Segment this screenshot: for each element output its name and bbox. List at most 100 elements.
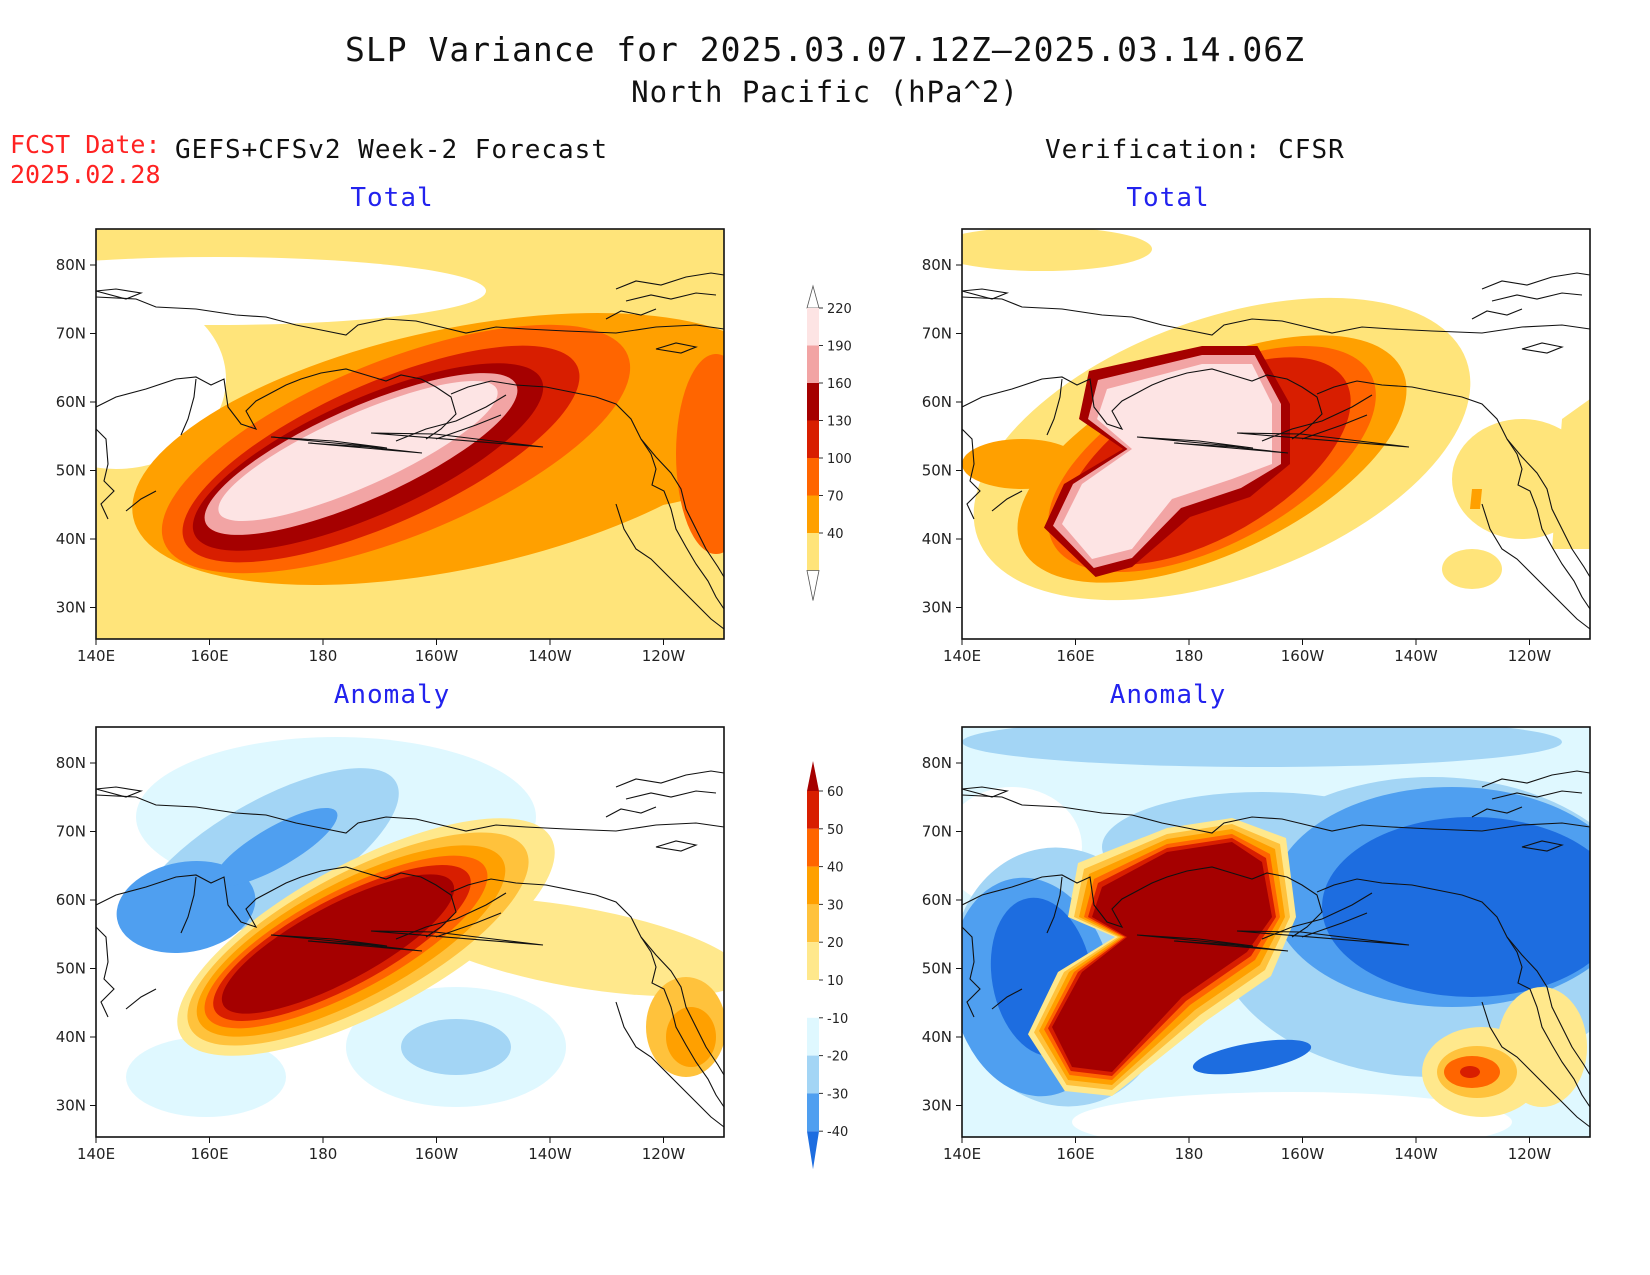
colorbar-label: 40 xyxy=(827,861,844,876)
main-title: SLP Variance for 2025.03.07.12Z–2025.03.… xyxy=(345,30,1305,69)
lon-tick-label: 160W xyxy=(1281,647,1325,665)
fcst-date-value: 2025.02.28 xyxy=(10,160,161,189)
lat-tick-label: 80N xyxy=(922,754,952,772)
level-50 xyxy=(1460,1066,1480,1078)
colorbar-swatch xyxy=(807,308,819,346)
colorbar-bottom-cap xyxy=(806,570,820,601)
colorbar-label: 190 xyxy=(827,340,852,355)
lon-tick-label: 140W xyxy=(1394,647,1438,665)
coastline xyxy=(95,770,725,1128)
lat-tick-label: 50N xyxy=(922,462,952,480)
main-subtitle: North Pacific (hPa^2) xyxy=(631,75,1019,109)
total-colorbar: 220 190 160 130 100 70 40 xyxy=(806,284,852,601)
lon-tick-label: 140W xyxy=(528,1145,572,1163)
level-70 xyxy=(1470,489,1482,509)
lon-tick-label: 140W xyxy=(528,647,572,665)
colorbar-swatch xyxy=(807,383,819,421)
fcst-date-label: FCST Date: xyxy=(10,130,161,159)
lon-tick-label: 160W xyxy=(415,647,459,665)
lon-tick-label: 140E xyxy=(77,647,115,665)
level-minus-30 xyxy=(214,807,338,887)
colorbar-swatch xyxy=(807,1093,819,1132)
forecast-total-map: 80N 70N 60N 50N 40N 30N 140E 160E 180 160W 140W 120… xyxy=(56,228,725,665)
colorbar-label: 60 xyxy=(827,785,844,800)
level-30 xyxy=(666,1007,716,1067)
lat-tick-label: 50N xyxy=(922,960,952,978)
lon-tick-label: 180 xyxy=(309,1145,338,1163)
plot-frame xyxy=(961,228,1591,640)
level-minus-20 xyxy=(401,1019,511,1075)
lat-tick-label: 70N xyxy=(922,325,952,343)
level-minus-40 xyxy=(1322,817,1590,997)
level-minus-40 xyxy=(1192,1039,1312,1075)
lon-tick-label: 140E xyxy=(943,647,981,665)
lon-tick-label: 180 xyxy=(309,647,338,665)
lat-tick-label: 60N xyxy=(922,891,952,909)
colorbar-label: -40 xyxy=(827,1125,848,1140)
lat-tick-label: 50N xyxy=(56,462,86,480)
level-minus-20 xyxy=(962,727,1562,767)
colorbar-label: 20 xyxy=(827,936,844,951)
level-220 xyxy=(1062,364,1272,559)
lon-tick-label: 160W xyxy=(1281,1145,1325,1163)
level-220 xyxy=(218,380,498,522)
lat-tick-label: 60N xyxy=(56,891,86,909)
lat-tick-label: 30N xyxy=(922,599,952,617)
colorbar-swatch xyxy=(807,866,819,905)
lon-tick-label: 140E xyxy=(77,1145,115,1163)
verification-total-map: 80N 70N 60N 50N 40N 30N 140E 160E 180 160W 140W 120… xyxy=(922,228,1591,665)
colorbar-label: 100 xyxy=(827,452,852,467)
plot-frame xyxy=(961,726,1591,1138)
lon-tick-label: 180 xyxy=(1175,647,1204,665)
coastline xyxy=(961,770,1591,1128)
colorbar-top-cap xyxy=(807,761,819,791)
coastline xyxy=(95,272,725,630)
field-layer xyxy=(962,229,1590,639)
lon-tick-label: 160E xyxy=(1056,1145,1094,1163)
panel-title-forecast-total: Total xyxy=(350,183,434,213)
colorbar-swatch xyxy=(807,533,819,571)
lat-tick-label: 70N xyxy=(56,823,86,841)
level-40 xyxy=(962,229,1152,271)
colorbar-label: 50 xyxy=(827,823,844,838)
panel-title-verification-total: Total xyxy=(1126,183,1210,213)
lat-tick-label: 80N xyxy=(56,256,86,274)
coastline xyxy=(961,272,1591,630)
lat-tick-label: 40N xyxy=(56,1028,86,1046)
lat-tick-label: 40N xyxy=(56,530,86,548)
lat-tick-label: 60N xyxy=(56,393,86,411)
colorbar-swatch xyxy=(807,1017,819,1056)
level-40 xyxy=(1442,549,1502,589)
colorbar-swatch xyxy=(807,495,819,533)
plot-frame xyxy=(95,228,725,640)
panel-title-verification-anomaly: Anomaly xyxy=(1109,680,1227,710)
colorbar-swatch xyxy=(807,458,819,496)
lon-tick-label: 160W xyxy=(415,1145,459,1163)
field-layer xyxy=(962,727,1590,1137)
colorbar-swatch xyxy=(807,1055,819,1094)
plot-frame xyxy=(95,726,725,1138)
lat-tick-label: 40N xyxy=(922,530,952,548)
forecast-column-title: GEFS+CFSv2 Week-2 Forecast xyxy=(175,135,608,165)
colorbar-label: -20 xyxy=(827,1050,848,1065)
verification-column-title: Verification: CFSR xyxy=(1045,135,1345,165)
verification-anomaly-map: 80N 70N 60N 50N 40N 30N 140E 160E 180 160W 140W 120… xyxy=(922,726,1591,1163)
level-100 xyxy=(676,354,724,554)
colorbar-label: 160 xyxy=(827,377,852,392)
colorbar-swatch xyxy=(807,345,819,383)
lat-tick-label: 30N xyxy=(56,1097,86,1115)
colorbar-swatch xyxy=(807,420,819,458)
colorbar-label: 10 xyxy=(827,974,844,989)
colorbar-label: 40 xyxy=(827,527,844,542)
lon-tick-label: 120W xyxy=(1508,1145,1552,1163)
colorbar-label: 30 xyxy=(827,898,844,913)
colorbar-label: -10 xyxy=(827,1012,848,1027)
lat-tick-label: 80N xyxy=(56,754,86,772)
lon-tick-label: 160E xyxy=(190,1145,228,1163)
colorbar-swatch xyxy=(807,980,819,1018)
lon-tick-label: 120W xyxy=(642,647,686,665)
lon-tick-label: 120W xyxy=(642,1145,686,1163)
colorbar-swatch xyxy=(807,942,819,980)
lon-tick-label: 160E xyxy=(1056,647,1094,665)
forecast-anomaly-map: 80N 70N 60N 50N 40N 30N 140E 160E 180 160W 140W 120… xyxy=(56,726,725,1163)
